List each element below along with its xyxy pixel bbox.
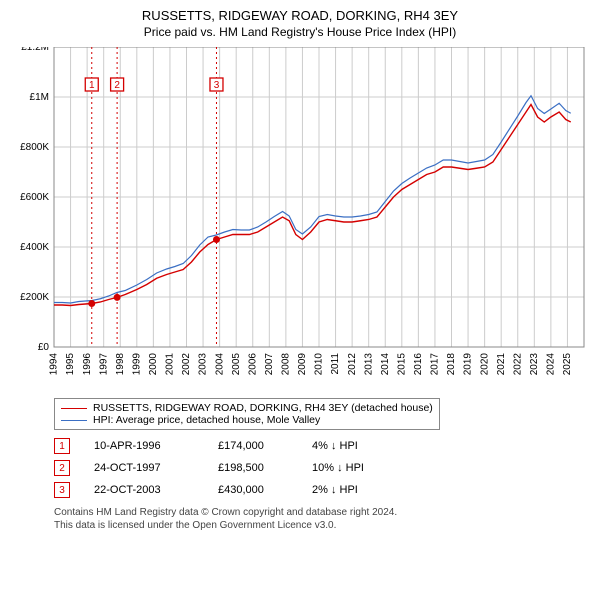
svg-text:£800K: £800K — [20, 142, 49, 153]
sale-marker-box: 1 — [54, 438, 70, 454]
line-chart-svg: £0 £200K £400K £600K £800K £1M £1.2M 1994 1995 19… — [8, 47, 592, 389]
svg-text:2013: 2013 — [363, 353, 374, 376]
legend-swatch — [61, 420, 87, 421]
chart-footer: Contains HM Land Registry data © Crown c… — [54, 506, 592, 532]
chart-title: RUSSETTS, RIDGEWAY ROAD, DORKING, RH4 3E… — [8, 8, 592, 23]
sale-row: 2 24-OCT-1997 £198,500 10% ↓ HPI — [54, 460, 592, 476]
svg-text:1999: 1999 — [131, 353, 142, 376]
chart-plot: £0 £200K £400K £600K £800K £1M £1.2M 1994 1995 19… — [8, 47, 592, 394]
svg-text:2008: 2008 — [281, 353, 292, 376]
chart-subtitle: Price paid vs. HM Land Registry's House … — [8, 25, 592, 39]
footer-line: Contains HM Land Registry data © Crown c… — [54, 506, 592, 519]
svg-text:1996: 1996 — [82, 353, 93, 376]
svg-text:3: 3 — [214, 80, 220, 91]
svg-text:£1.2M: £1.2M — [21, 47, 49, 53]
svg-text:£0: £0 — [38, 342, 50, 353]
svg-text:2005: 2005 — [231, 353, 242, 376]
svg-text:2007: 2007 — [264, 353, 275, 376]
svg-text:2011: 2011 — [330, 353, 341, 375]
legend-item: HPI: Average price, detached house, Mole… — [61, 414, 433, 426]
svg-text:2025: 2025 — [562, 353, 573, 376]
svg-text:1994: 1994 — [49, 353, 60, 376]
sale-row: 3 22-OCT-2003 £430,000 2% ↓ HPI — [54, 482, 592, 498]
svg-text:2004: 2004 — [214, 353, 225, 376]
sale-marker-num: 3 — [59, 485, 65, 496]
svg-text:2016: 2016 — [413, 353, 424, 376]
svg-text:2012: 2012 — [347, 353, 358, 376]
svg-text:2017: 2017 — [430, 353, 441, 376]
legend-label: HPI: Average price, detached house, Mole… — [93, 414, 320, 426]
legend-label: RUSSETTS, RIDGEWAY ROAD, DORKING, RH4 3E… — [93, 402, 433, 414]
svg-text:2: 2 — [114, 80, 120, 91]
sale-delta: 10% ↓ HPI — [312, 462, 364, 474]
svg-text:2018: 2018 — [446, 353, 457, 376]
sale-price: £198,500 — [218, 462, 288, 474]
sale-marker-num: 1 — [59, 441, 65, 452]
sale-marker-box: 2 — [54, 460, 70, 476]
svg-text:2006: 2006 — [247, 353, 258, 376]
sale-row: 1 10-APR-1996 £174,000 4% ↓ HPI — [54, 438, 592, 454]
svg-text:2022: 2022 — [512, 353, 523, 376]
sale-date: 10-APR-1996 — [94, 440, 194, 452]
svg-text:2023: 2023 — [529, 353, 540, 376]
svg-text:2021: 2021 — [496, 353, 507, 376]
svg-text:2024: 2024 — [546, 353, 557, 376]
svg-text:1995: 1995 — [65, 353, 76, 376]
sale-delta: 2% ↓ HPI — [312, 484, 358, 496]
svg-text:2015: 2015 — [396, 353, 407, 376]
svg-text:2000: 2000 — [148, 353, 159, 376]
svg-text:2002: 2002 — [181, 353, 192, 376]
sale-price: £174,000 — [218, 440, 288, 452]
chart-legend: RUSSETTS, RIDGEWAY ROAD, DORKING, RH4 3E… — [54, 398, 440, 430]
legend-item: RUSSETTS, RIDGEWAY ROAD, DORKING, RH4 3E… — [61, 402, 433, 414]
footer-line: This data is licensed under the Open Gov… — [54, 519, 592, 532]
svg-text:2014: 2014 — [380, 353, 391, 376]
svg-text:2001: 2001 — [165, 353, 176, 376]
legend-swatch — [61, 408, 87, 409]
svg-text:£400K: £400K — [20, 242, 49, 253]
svg-text:1997: 1997 — [98, 353, 109, 376]
svg-text:2020: 2020 — [479, 353, 490, 376]
svg-text:2009: 2009 — [297, 353, 308, 376]
sale-date: 22-OCT-2003 — [94, 484, 194, 496]
svg-text:1: 1 — [89, 80, 95, 91]
sales-table: 1 10-APR-1996 £174,000 4% ↓ HPI 2 24-OCT… — [54, 438, 592, 498]
sale-date: 24-OCT-1997 — [94, 462, 194, 474]
sale-delta: 4% ↓ HPI — [312, 440, 358, 452]
svg-text:2010: 2010 — [314, 353, 325, 376]
sale-marker-num: 2 — [59, 463, 65, 474]
svg-text:£200K: £200K — [20, 292, 49, 303]
svg-text:1998: 1998 — [115, 353, 126, 376]
chart-container: RUSSETTS, RIDGEWAY ROAD, DORKING, RH4 3E… — [0, 0, 600, 540]
svg-text:2003: 2003 — [198, 353, 209, 376]
sale-price: £430,000 — [218, 484, 288, 496]
svg-text:2019: 2019 — [463, 353, 474, 376]
sale-marker-box: 3 — [54, 482, 70, 498]
svg-text:£1M: £1M — [30, 92, 49, 103]
svg-text:£600K: £600K — [20, 192, 49, 203]
